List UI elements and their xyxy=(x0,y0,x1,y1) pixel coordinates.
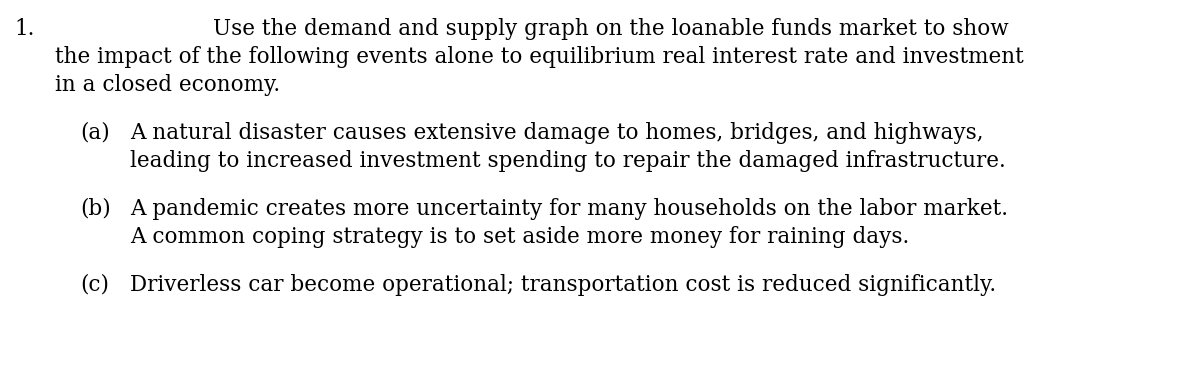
Text: leading to increased investment spending to repair the damaged infrastructure.: leading to increased investment spending… xyxy=(130,150,1006,172)
Text: (b): (b) xyxy=(80,198,110,220)
Text: (c): (c) xyxy=(80,274,109,296)
Text: A natural disaster causes extensive damage to homes, bridges, and highways,: A natural disaster causes extensive dama… xyxy=(130,122,984,144)
Text: Driverless car become operational; transportation cost is reduced significantly.: Driverless car become operational; trans… xyxy=(130,274,996,296)
Text: 1.: 1. xyxy=(14,18,35,40)
Text: Use the demand and supply graph on the loanable funds market to show: Use the demand and supply graph on the l… xyxy=(214,18,1009,40)
Text: A common coping strategy is to set aside more money for raining days.: A common coping strategy is to set aside… xyxy=(130,226,910,248)
Text: (a): (a) xyxy=(80,122,109,144)
Text: the impact of the following events alone to equilibrium real interest rate and i: the impact of the following events alone… xyxy=(55,46,1024,68)
Text: in a closed economy.: in a closed economy. xyxy=(55,74,280,96)
Text: A pandemic creates more uncertainty for many households on the labor market.: A pandemic creates more uncertainty for … xyxy=(130,198,1008,220)
